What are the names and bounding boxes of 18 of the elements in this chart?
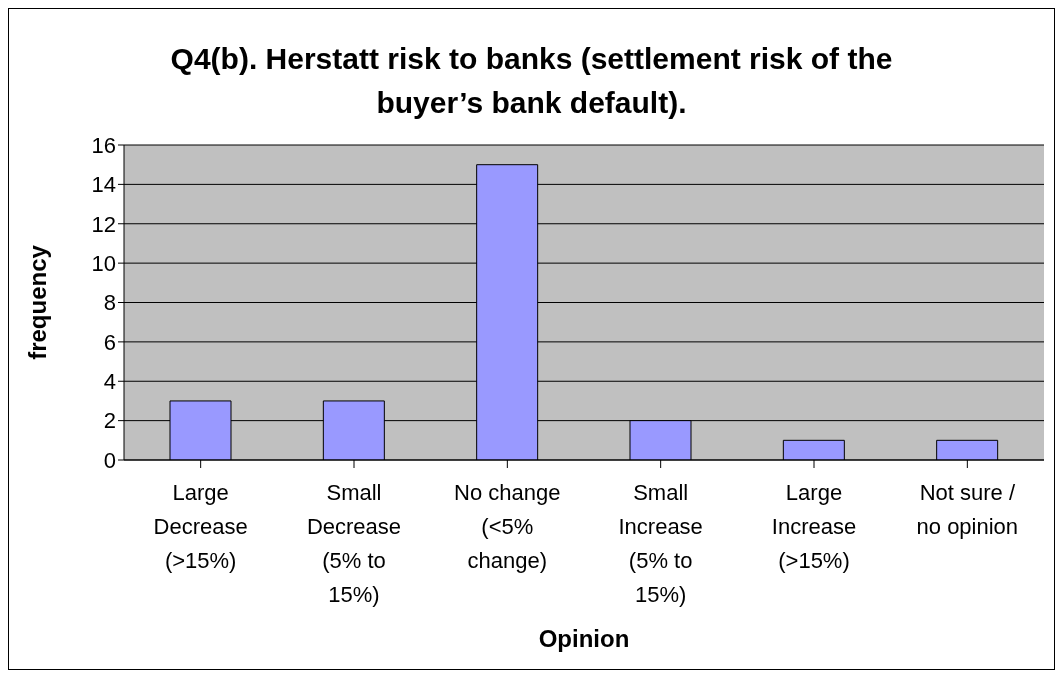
y-tick-label: 14 xyxy=(91,172,116,198)
y-tick-label: 2 xyxy=(103,408,116,434)
x-tick-label: Not sure / no opinion xyxy=(916,480,1019,539)
chart-title: Q4(b). Herstatt risk to banks (settlement risk of the buyer’s bank default). xyxy=(169,41,894,121)
y-tick-label: 10 xyxy=(91,250,116,276)
y-tick-label: 16 xyxy=(91,132,116,158)
y-tick-label: 6 xyxy=(103,329,116,355)
x-tick-label: Small Decrease (5% to 15%) xyxy=(306,480,402,607)
x-tick-label: Large Increase (>15%) xyxy=(771,480,857,573)
y-tick-label: 12 xyxy=(91,211,116,237)
x-tick-label: Small Increase (5% to 15%) xyxy=(618,480,703,607)
x-tick-label: No change (<5% change) xyxy=(454,480,561,573)
y-tick-label: 0 xyxy=(103,447,116,473)
y-axis-title: frequency xyxy=(23,244,51,360)
y-tick-label: 4 xyxy=(103,369,116,395)
y-tick-label: 8 xyxy=(103,290,116,316)
x-axis-title: Opinion xyxy=(538,625,630,652)
x-tick-label: Large Decrease (>15%) xyxy=(153,480,248,573)
